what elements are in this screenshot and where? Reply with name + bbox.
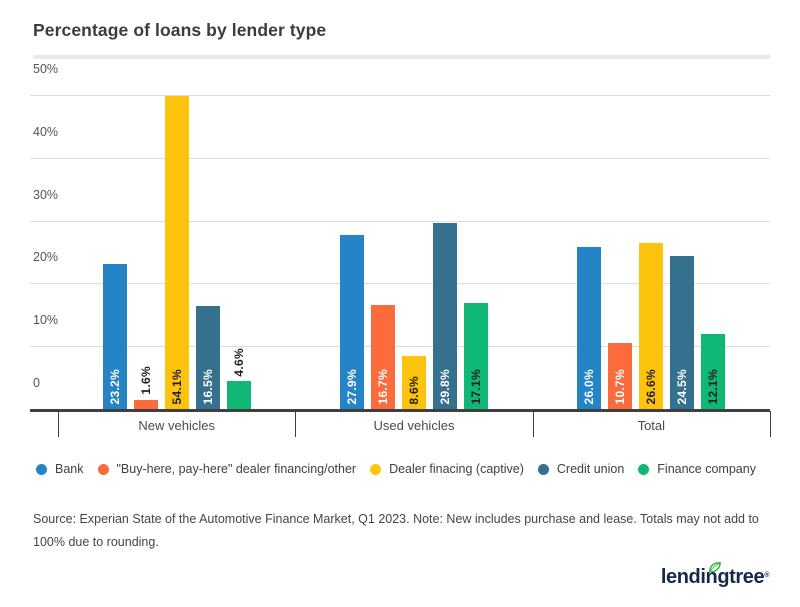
- bar-group: 27.9% 16.7% 8.6% 29.8% 17.1%: [295, 96, 532, 410]
- category-tick: [532, 411, 534, 437]
- y-tick-label: 0: [33, 376, 40, 390]
- bar: 4.6%: [226, 348, 251, 410]
- bar: 1.6%: [133, 366, 158, 410]
- source-note: Source: Experian State of the Automotive…: [33, 512, 759, 549]
- bar: 27.9%: [339, 234, 364, 410]
- legend-item: Bank: [36, 462, 84, 476]
- bar-value-label: 26.0%: [582, 369, 597, 405]
- title-divider: [33, 55, 770, 59]
- bar: 24.5%: [670, 256, 695, 410]
- bar-group: 26.0% 10.7% 26.6% 24.5% 12.1%: [533, 96, 770, 410]
- leaf-icon: [708, 556, 724, 573]
- bar-value-label: 4.6%: [231, 347, 246, 377]
- bar: 16.5%: [195, 306, 220, 410]
- bar: 17.1%: [463, 302, 488, 410]
- legend-item: Credit union: [537, 462, 625, 476]
- gridline: [30, 220, 770, 222]
- y-tick-label: 40%: [33, 124, 59, 139]
- y-tick-label: 50%: [33, 62, 59, 76]
- logo-text: lendingtree®: [660, 561, 769, 589]
- plot-area: 23.2% 1.6% 54.1% 16.5% 4.6% 27.9% 16.7% 8.6% 29.…: [30, 62, 770, 412]
- category-tick: [58, 411, 59, 437]
- legend-label: Dealer finacing (captive): [389, 462, 524, 476]
- bar-value-label: 16.7%: [375, 369, 390, 405]
- chart-title: Percentage of loans by lender type: [33, 20, 327, 40]
- legend-marker-icon: [638, 463, 650, 475]
- y-tick-label: 10%: [33, 313, 59, 328]
- category-axis: New vehicles Used vehicles Total: [0, 411, 800, 438]
- y-tick-label: 20%: [33, 250, 59, 265]
- legend-marker-icon: [370, 463, 382, 475]
- bar-value-label: 8.6%: [406, 376, 421, 405]
- bar: 10.7%: [608, 342, 633, 410]
- bar-group: 23.2% 1.6% 54.1% 16.5% 4.6%: [58, 96, 295, 410]
- bar-value-label: 26.6%: [644, 369, 659, 405]
- bar: 8.6%: [401, 356, 426, 410]
- bar-value-label: 54.1%: [169, 369, 184, 405]
- bar-value-label: 16.5%: [200, 369, 215, 405]
- bar-value-label: 10.7%: [613, 369, 628, 405]
- legend-marker-icon: [537, 463, 549, 475]
- bar: 26.0%: [577, 246, 602, 410]
- legend-item: Finance company: [638, 462, 756, 476]
- logo-registered-mark: ®: [764, 572, 769, 579]
- category-label: Used vehicles: [373, 418, 455, 433]
- bar: 23.2%: [102, 264, 127, 410]
- legend-item: Dealer finacing (captive): [370, 462, 524, 476]
- gridline: [30, 157, 770, 159]
- category-label: Total: [637, 418, 666, 433]
- legend-label: Bank: [55, 462, 84, 476]
- legend-marker-icon: [97, 463, 109, 475]
- lendingtree-logo: lendingtree®: [660, 561, 769, 589]
- logo-wordmark: lendingtree: [660, 566, 765, 588]
- legend-label: Credit union: [556, 462, 625, 476]
- bar-value-label: 1.6%: [138, 366, 153, 395]
- gridline: [30, 283, 770, 285]
- bar: 29.8%: [432, 222, 457, 410]
- legend-item: "Buy-here, pay-here" dealer financing/ot…: [97, 462, 357, 476]
- legend-label: "Buy-here, pay-here" dealer financing/ot…: [116, 462, 357, 476]
- gridline: [30, 346, 770, 348]
- bar-value-label: 24.5%: [675, 369, 690, 405]
- bar: 26.6%: [639, 242, 664, 410]
- bar: 16.7%: [370, 305, 395, 410]
- legend: Bank "Buy-here, pay-here" dealer financin…: [36, 462, 770, 476]
- y-tick-label: 30%: [33, 187, 59, 202]
- x-axis-line: [30, 409, 770, 412]
- bar-value-label: 23.2%: [107, 369, 122, 405]
- bar-value-label: 12.1%: [706, 369, 721, 405]
- bar-value-label: 17.1%: [468, 369, 483, 405]
- category-label: New vehicles: [138, 418, 215, 433]
- legend-label: Finance company: [657, 462, 756, 476]
- bar: 54.1%: [164, 96, 189, 410]
- category-tick: [769, 411, 771, 437]
- bar-value-label: 29.8%: [437, 369, 452, 405]
- bar-value-label: 27.9%: [344, 369, 359, 405]
- category-tick: [295, 411, 297, 437]
- gridline: [30, 95, 770, 96]
- bar: 12.1%: [701, 334, 726, 410]
- bar-groups: 23.2% 1.6% 54.1% 16.5% 4.6% 27.9% 16.7% 8.6% 29.…: [58, 96, 770, 410]
- legend-marker-icon: [36, 463, 47, 475]
